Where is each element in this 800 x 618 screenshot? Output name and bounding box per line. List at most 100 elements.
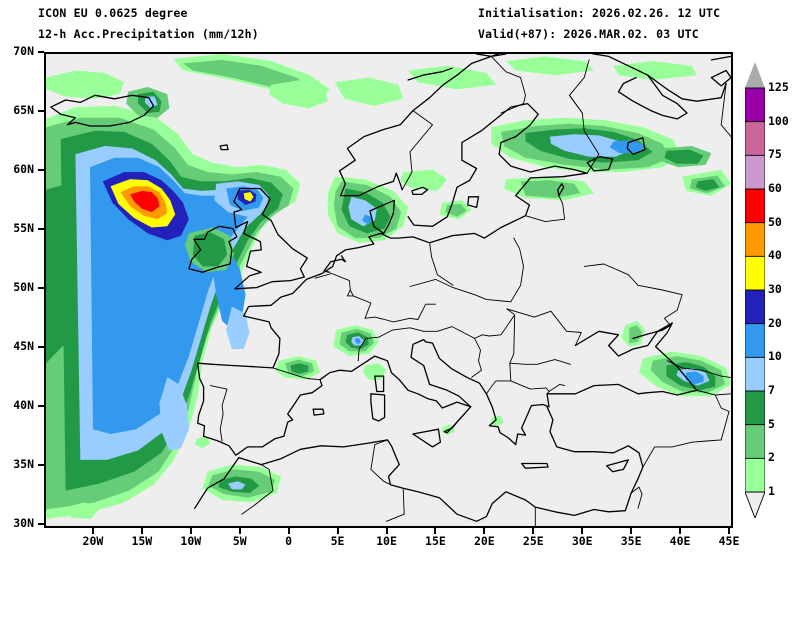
longitude-tick (238, 528, 241, 534)
colorbar-band (745, 323, 765, 359)
colorbar-band (745, 222, 765, 258)
coastline (407, 67, 453, 81)
longitude-tick (336, 528, 339, 534)
colorbar-tick-label: 5 (768, 416, 775, 431)
precip-barents-cell (505, 56, 594, 76)
latitude-tick (38, 523, 44, 525)
longitude-tick-label: 35E (620, 534, 642, 548)
coastline (339, 172, 403, 197)
latitude-tick (38, 169, 44, 171)
longitude-tick (532, 528, 535, 534)
longitude-tick (189, 528, 192, 534)
coastline (407, 102, 588, 227)
colorbar-tick-label: 50 (768, 214, 782, 229)
coastline (412, 428, 442, 448)
coastline (188, 225, 238, 273)
latitude-tick (38, 110, 44, 112)
country-border (630, 486, 643, 509)
precip-pyrenees-5mm (290, 363, 309, 374)
coastline (194, 406, 644, 522)
latitude-tick-label: 35N (13, 457, 34, 471)
latitude-tick-label: 50N (13, 280, 34, 294)
coastline (411, 186, 429, 196)
country-border (357, 327, 425, 362)
coastline (50, 94, 155, 127)
country-border (664, 294, 683, 326)
colorbar-band (745, 188, 765, 224)
coastline (370, 393, 386, 422)
country-border (525, 195, 566, 223)
country-border (409, 278, 512, 303)
longitude-tick-label: 10W (180, 534, 202, 548)
country-border (666, 360, 731, 395)
colorbar-overflow-arrow (745, 62, 765, 88)
country-border (401, 110, 433, 191)
colorbar-band (745, 121, 765, 157)
coastline (617, 74, 688, 120)
longitude-tick-label: 40E (669, 534, 691, 548)
colorbar-band (745, 424, 765, 460)
precip-azov-2mm (629, 325, 642, 344)
country-border (386, 487, 405, 522)
precip-ne-atlantic-cell-c (408, 65, 497, 90)
precip-caucasus-10mm (686, 371, 704, 385)
longitude-tick (630, 528, 633, 534)
precip-kola-cell (613, 61, 697, 80)
precip-alps-10mm (355, 338, 362, 345)
coastline (606, 459, 629, 473)
longitude-tick-label: 15W (131, 534, 153, 548)
precip-atlantic-60mm (149, 200, 157, 208)
country-border (546, 383, 566, 395)
country-border (238, 457, 274, 515)
country-border (696, 389, 731, 396)
longitude-tick-label: 5W (232, 534, 247, 548)
colorbar-band (745, 390, 765, 426)
header-valid-time: Valid(+87): 2026.MAR.02. 03 UTC (478, 27, 699, 41)
latitude-tick (38, 464, 44, 466)
coastline (710, 55, 731, 61)
colorbar-band (745, 154, 765, 190)
latitude-tick (38, 228, 44, 230)
coastline-layer (50, 54, 731, 526)
latitude-tick-label: 45N (13, 339, 34, 353)
longitude-tick (140, 528, 143, 534)
latitude-tick (38, 405, 44, 407)
latitude-tick-label: 65N (13, 103, 34, 117)
precip-atlas-7mm (228, 481, 246, 490)
colorbar-band (745, 87, 765, 123)
country-border (349, 289, 436, 323)
country-border (720, 83, 731, 138)
coastline (557, 183, 565, 197)
precip-iberia-offshore-7mm (159, 377, 189, 451)
country-border (510, 237, 524, 303)
coastline (520, 462, 549, 469)
precip-ne-atlantic-cell-b (334, 77, 404, 106)
precip-sw-atlantic-1mm (65, 502, 99, 519)
precip-iceland-north-1mm (46, 70, 125, 99)
country-border (509, 314, 571, 365)
precip-ne-atlantic-cell-a (269, 80, 328, 109)
colorbar-band (745, 255, 765, 291)
header-initialisation: Initialisation: 2026.02.26. 12 UTC (478, 6, 721, 20)
coastline (574, 322, 698, 391)
precip-scotland-30mm (243, 192, 254, 202)
latitude-tick-label: 60N (13, 162, 34, 176)
precip-ireland-5mm (192, 232, 227, 267)
precip-russia-e-5mm (695, 179, 720, 191)
country-border (569, 94, 583, 114)
colorbar-underflow-arrow (745, 491, 765, 518)
colorbar-band (745, 457, 765, 493)
country-border (429, 242, 454, 286)
precip-greece-1mm (490, 415, 504, 427)
country-border (314, 273, 354, 297)
colorbar-tick-label: 30 (768, 282, 782, 296)
precip-atlantic-50mm (130, 190, 160, 213)
precip-baltics-2mm (520, 180, 581, 198)
longitude-tick-label: 25E (522, 534, 544, 548)
coastline (467, 196, 480, 209)
header-model-title: ICON EU 0.0625 degree (38, 6, 188, 20)
country-border (423, 308, 516, 339)
latitude-tick-label: 30N (13, 516, 34, 530)
coastline (369, 199, 396, 235)
